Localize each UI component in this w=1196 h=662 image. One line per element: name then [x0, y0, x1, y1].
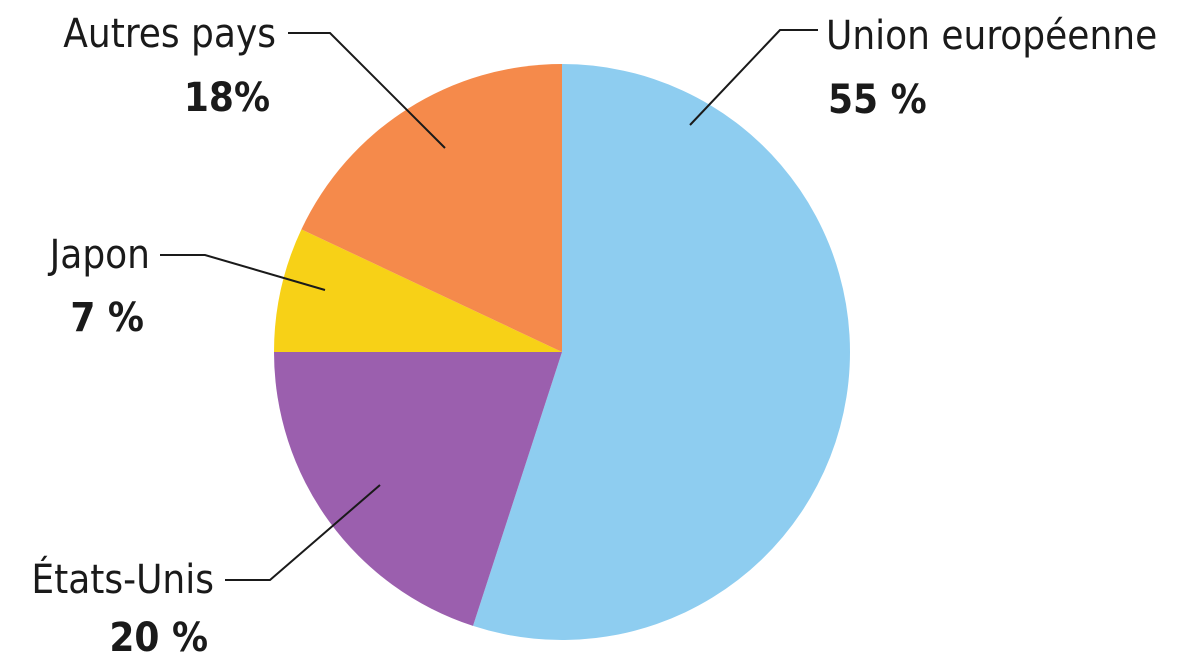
slice-value: 55 % [828, 77, 927, 123]
leader-line [689, 29, 818, 126]
leader-line [160, 254, 326, 291]
pie-slice [473, 64, 850, 641]
slice-label: Japon [48, 232, 150, 278]
leader-line [225, 484, 381, 581]
slice-value: 18% [184, 75, 270, 121]
leader-line [288, 32, 446, 149]
slice-label: États-Unis [31, 555, 214, 603]
slice-value: 20 % [109, 615, 208, 661]
pie-slice [301, 64, 562, 352]
pie-slice [274, 352, 562, 626]
slice-label: Autres pays [63, 11, 276, 57]
slice-label: Union européenne [826, 13, 1157, 59]
slice-value: 7 % [70, 295, 144, 341]
pie-slice [274, 229, 562, 352]
